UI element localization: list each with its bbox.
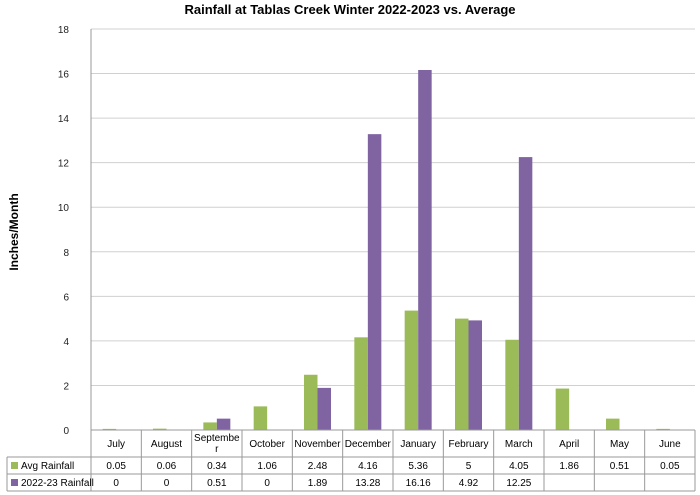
table-cell: 16.16 xyxy=(406,478,431,489)
table-cell: 0.34 xyxy=(207,461,227,472)
table-cell: 0 xyxy=(264,478,270,489)
table-cell: 2.48 xyxy=(308,461,328,472)
bar-2022-23-september xyxy=(216,418,231,430)
y-tick-label: 12 xyxy=(58,159,70,170)
bar-avg-november xyxy=(304,374,318,430)
legend-label: 2022-23 Rainfall xyxy=(21,478,94,489)
table-cell: 5 xyxy=(466,461,472,472)
bar-2022-23-december xyxy=(367,134,382,430)
bar-avg-september xyxy=(203,422,217,430)
legend-label: Avg Rainfall xyxy=(21,461,74,472)
bar-2022-23-march xyxy=(518,157,533,430)
table-cell: 13.28 xyxy=(355,478,380,489)
bar-avg-december xyxy=(354,337,368,430)
y-tick-label: 16 xyxy=(58,70,70,81)
bar-avg-june xyxy=(656,428,670,430)
table-cell: 0.05 xyxy=(106,461,126,472)
table-cell: 1.06 xyxy=(257,461,277,472)
table-cell: 0.05 xyxy=(660,461,680,472)
category-label: April xyxy=(559,439,579,450)
y-tick-label: 18 xyxy=(58,25,70,36)
category-label: Septembe xyxy=(194,433,240,444)
table-cell: 4.92 xyxy=(459,478,479,489)
table-cell: 12.25 xyxy=(506,478,531,489)
bars xyxy=(102,69,670,430)
category-label: June xyxy=(659,439,681,450)
bar-avg-march xyxy=(505,339,519,430)
table-cell: 1.86 xyxy=(559,461,579,472)
category-label: February xyxy=(448,439,488,450)
chart-title: Rainfall at Tablas Creek Winter 2022-202… xyxy=(184,2,515,17)
bar-avg-july xyxy=(102,428,117,430)
y-tick-label: 14 xyxy=(58,114,70,125)
bar-avg-october xyxy=(253,406,268,430)
y-tick-label: 0 xyxy=(63,426,69,437)
category-label: March xyxy=(505,439,533,450)
category-label: December xyxy=(345,439,392,450)
bar-avg-january xyxy=(404,310,419,430)
category-label: August xyxy=(151,439,182,450)
y-axis-label: Inches/Month xyxy=(7,193,21,270)
y-tick-label: 10 xyxy=(58,203,70,214)
bar-avg-april xyxy=(555,388,570,430)
table-cell: 0.51 xyxy=(610,461,630,472)
category-label: October xyxy=(249,439,285,450)
gridlines: 0 2 4 6 8 10 12 14 16 18 xyxy=(58,25,695,437)
y-tick-label: 2 xyxy=(63,381,69,392)
bar-avg-august xyxy=(153,428,167,430)
table-cell: 4.16 xyxy=(358,461,378,472)
bar-2022-23-november xyxy=(317,387,331,430)
table-cell: 4.05 xyxy=(509,461,529,472)
table-cell: 5.36 xyxy=(408,461,428,472)
bar-2022-23-february xyxy=(468,320,482,430)
category-label-wrap: r xyxy=(215,444,219,455)
category-label: May xyxy=(610,439,629,450)
bar-avg-february xyxy=(455,318,469,430)
bar-2022-23-january xyxy=(418,69,432,430)
y-tick-label: 8 xyxy=(63,248,69,259)
table-cell: 0 xyxy=(113,478,119,489)
table-cell: 0 xyxy=(164,478,170,489)
bar-avg-may xyxy=(606,418,620,430)
y-tick-label: 6 xyxy=(63,292,69,303)
y-tick-label: 4 xyxy=(63,337,69,348)
legend-key-2022-23 xyxy=(11,479,18,486)
legend-key-avg xyxy=(11,462,18,469)
table-cell: 1.89 xyxy=(308,478,328,489)
category-label: November xyxy=(294,439,341,450)
category-label: July xyxy=(107,439,125,450)
table-cell: 0.51 xyxy=(207,478,227,489)
category-label: January xyxy=(400,439,436,450)
table-cell: 0.06 xyxy=(157,461,177,472)
